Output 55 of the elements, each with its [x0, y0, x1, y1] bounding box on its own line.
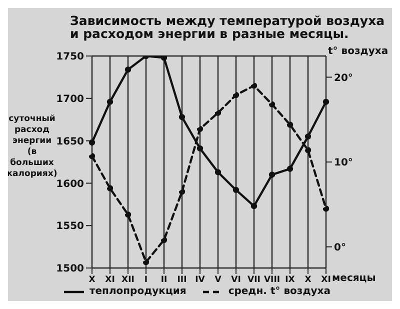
- y-tick-label: 1650: [56, 136, 84, 148]
- point: [304, 147, 312, 154]
- point: [106, 185, 114, 192]
- point: [250, 202, 258, 210]
- legend-label: средн. t° воздуха: [228, 286, 331, 297]
- point: [88, 152, 96, 160]
- point: [178, 188, 186, 195]
- y-tick-label: 1550: [56, 221, 84, 232]
- point: [214, 169, 222, 176]
- point: [322, 98, 330, 105]
- y-tick-label: 1700: [56, 94, 84, 105]
- point: [88, 139, 96, 146]
- point: [268, 101, 276, 108]
- point: [106, 98, 114, 105]
- x-tick-label: III: [177, 275, 187, 286]
- x-tick-label: IV: [195, 275, 206, 286]
- point: [286, 166, 294, 172]
- y2-tick-label: 0°: [334, 242, 346, 254]
- point: [304, 133, 312, 140]
- point: [124, 211, 132, 218]
- point: [232, 186, 240, 194]
- x-tick-label: VI: [231, 275, 241, 286]
- point: [160, 236, 168, 244]
- y-tick-label: 1750: [56, 52, 84, 63]
- x-tick-label: XI: [321, 275, 331, 286]
- x-tick-label: VII: [248, 275, 260, 286]
- y2-tick-label: 20°: [334, 72, 353, 84]
- x-tick-label: IX: [285, 275, 296, 286]
- x-axis-title: месяцы: [332, 273, 376, 284]
- x-tick-label: X: [88, 275, 96, 286]
- y2-tick-label: 10°: [334, 158, 353, 169]
- x-tick-label: X: [304, 275, 312, 286]
- point: [178, 114, 186, 120]
- point: [286, 122, 294, 128]
- point: [160, 56, 168, 61]
- x-tick-label: II: [160, 275, 168, 286]
- chart-title: Зависимость между температурой воздуха и расходом энергии в разные месяцы.: [70, 13, 385, 41]
- x-tick-label: XI: [105, 275, 115, 286]
- point: [322, 206, 330, 212]
- x-tick-label: V: [214, 275, 222, 286]
- x-tick-label: I: [144, 275, 148, 286]
- point: [196, 126, 204, 132]
- legend-label: теплопродукция: [89, 286, 186, 297]
- point: [196, 145, 204, 152]
- x-tick-label: XII: [122, 275, 134, 286]
- y2-axis-title: t° воздуха: [328, 46, 388, 57]
- point: [250, 82, 258, 89]
- y-tick-label: 1500: [56, 264, 84, 275]
- point: [142, 258, 150, 266]
- x-tick-label: VIII: [264, 275, 280, 286]
- y-tick-label: 1600: [56, 178, 84, 190]
- point: [268, 172, 276, 178]
- point: [232, 92, 240, 98]
- point: [124, 66, 132, 73]
- point: [214, 110, 222, 116]
